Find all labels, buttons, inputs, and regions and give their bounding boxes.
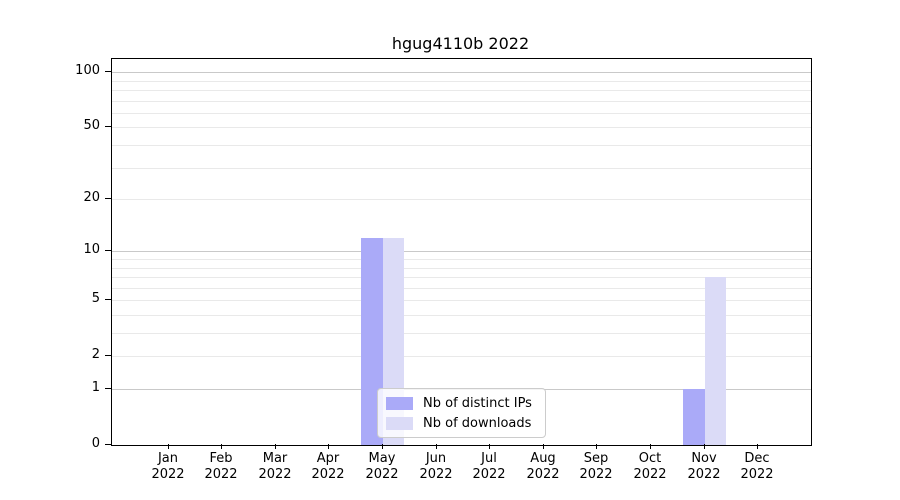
x-tick-year: 2022 [151, 467, 185, 482]
y-tick-label: 5 [91, 291, 100, 306]
gridline-minor [112, 101, 811, 102]
legend-label-distinct-ips: Nb of distinct IPs [423, 395, 532, 411]
x-tick-label: Sep 2022 [564, 451, 628, 483]
x-tick-mark [436, 444, 437, 449]
bar-distinct-ips [683, 389, 705, 445]
y-tick-mark [105, 198, 111, 199]
x-tick-month: Apr [316, 451, 340, 466]
x-tick-month: Jun [425, 451, 447, 466]
x-tick-mark [168, 444, 169, 449]
x-tick-year: 2022 [365, 467, 399, 482]
x-tick-mark [543, 444, 544, 449]
y-tick-mark [105, 126, 111, 127]
x-tick-label: Jun 2022 [404, 451, 468, 483]
x-tick-year: 2022 [204, 467, 238, 482]
gridline-minor [112, 81, 811, 82]
x-tick-label: Dec 2022 [725, 451, 789, 483]
x-tick-month: May [368, 451, 396, 466]
gridline-minor [112, 113, 811, 114]
x-tick-label: May 2022 [350, 451, 414, 483]
gridline-minor [112, 288, 811, 289]
x-tick-label: Jul 2022 [457, 451, 521, 483]
gridline-major [112, 251, 811, 252]
y-tick-mark [105, 388, 111, 389]
x-tick-mark [704, 444, 705, 449]
x-tick-mark [489, 444, 490, 449]
x-tick-year: 2022 [311, 467, 345, 482]
y-tick-mark [105, 299, 111, 300]
x-tick-month: Sep [583, 451, 609, 466]
legend-swatch-downloads [386, 416, 413, 430]
x-tick-year: 2022 [687, 467, 721, 482]
gridline-minor [112, 315, 811, 316]
x-tick-mark [757, 444, 758, 449]
x-tick-month: Feb [209, 451, 233, 466]
y-tick-mark [105, 71, 111, 72]
x-tick-mark [382, 444, 383, 449]
gridline-minor [112, 168, 811, 169]
gridline-minor [112, 300, 811, 301]
plot-area [111, 58, 812, 446]
y-tick-label: 20 [83, 190, 100, 205]
gridline-minor [112, 333, 811, 334]
gridline-minor [112, 356, 811, 357]
x-tick-year: 2022 [258, 467, 292, 482]
gridline-minor [112, 145, 811, 146]
x-tick-label: Aug 2022 [511, 451, 575, 483]
gridline-minor [112, 127, 811, 128]
x-tick-month: Nov [691, 451, 717, 466]
y-tick-mark [105, 250, 111, 251]
legend-label-downloads: Nb of downloads [423, 415, 532, 431]
y-tick-mark [105, 355, 111, 356]
bar-downloads [704, 277, 726, 445]
x-tick-mark [328, 444, 329, 449]
y-tick-label: 10 [83, 242, 100, 257]
x-tick-label: Apr 2022 [296, 451, 360, 483]
y-tick-label: 50 [83, 118, 100, 133]
x-tick-label: Nov 2022 [672, 451, 736, 483]
y-tick-label: 0 [91, 436, 100, 451]
x-tick-year: 2022 [526, 467, 560, 482]
x-tick-year: 2022 [633, 467, 667, 482]
gridline-minor [112, 90, 811, 91]
x-tick-year: 2022 [472, 467, 506, 482]
x-tick-mark [275, 444, 276, 449]
x-tick-label: Oct 2022 [618, 451, 682, 483]
gridline-minor [112, 199, 811, 200]
x-tick-year: 2022 [740, 467, 774, 482]
x-tick-mark [596, 444, 597, 449]
gridline-minor [112, 259, 811, 260]
x-tick-year: 2022 [419, 467, 453, 482]
legend-row-downloads: Nb of downloads [386, 416, 537, 431]
y-tick-mark [105, 444, 111, 445]
x-tick-month: Jul [481, 451, 497, 466]
legend-row-distinct-ips: Nb of distinct IPs [386, 396, 537, 411]
x-tick-month: Dec [744, 451, 770, 466]
y-tick-label: 100 [75, 63, 100, 78]
legend: Nb of distinct IPs Nb of downloads [377, 388, 546, 438]
x-tick-label: Jan 2022 [136, 451, 200, 483]
gridline-minor [112, 277, 811, 278]
x-tick-month: Oct [638, 451, 662, 466]
x-tick-mark [221, 444, 222, 449]
x-tick-label: Feb 2022 [189, 451, 253, 483]
gridline-minor [112, 268, 811, 269]
x-tick-month: Aug [530, 451, 556, 466]
legend-swatch-distinct-ips [386, 396, 413, 410]
x-tick-label: Mar 2022 [243, 451, 307, 483]
y-tick-label: 2 [91, 347, 100, 362]
x-tick-mark [650, 444, 651, 449]
x-tick-month: Jan [157, 451, 179, 466]
gridline-major [112, 72, 811, 73]
x-tick-year: 2022 [579, 467, 613, 482]
x-tick-month: Mar [262, 451, 288, 466]
chart-title: hgug4110b 2022 [391, 34, 530, 53]
y-tick-label: 1 [91, 380, 100, 395]
